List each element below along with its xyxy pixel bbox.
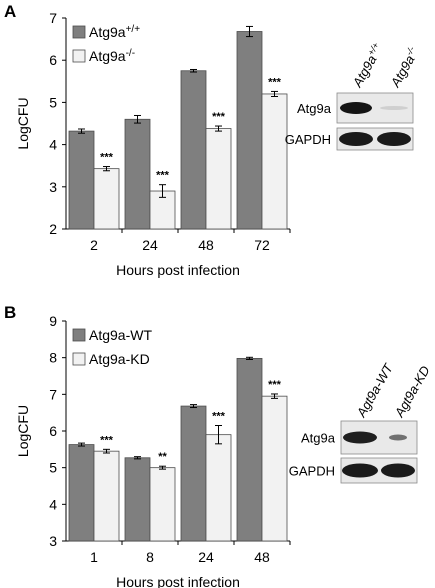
bar-series-1: [180, 70, 207, 230]
blot-row-label: Atg9a: [301, 431, 336, 446]
legend-label-series-2-text: Atg9a: [89, 48, 126, 64]
y-tick-label: 3: [49, 179, 57, 195]
legend-label-series-1: Atg9a-WT: [89, 327, 152, 343]
y-tick-label: 4: [49, 137, 57, 153]
blot-lane-label: Agt9a-WT: [353, 360, 396, 420]
legend-label-series-2-text: Atg9a-KD: [89, 351, 150, 367]
bar-series-1: [236, 357, 263, 542]
significance-annotation: ***: [156, 170, 170, 182]
blot-band: [343, 431, 377, 444]
y-tick-label: 6: [49, 423, 57, 439]
blot-row-label: GAPDH: [285, 132, 331, 147]
y-tick-label: 5: [49, 460, 57, 476]
y-tick-label: 6: [49, 52, 57, 68]
legend-label-series-2: Atg9a-/-: [89, 48, 135, 65]
significance-annotation: ***: [212, 111, 226, 123]
legend-label-series-1-text: Atg9a: [89, 24, 126, 40]
significance-annotation: ***: [268, 76, 282, 88]
blot-band: [340, 102, 372, 114]
x-tick-label: 48: [254, 549, 270, 565]
significance-annotation: ***: [268, 379, 282, 391]
y-tick-label: 7: [49, 10, 57, 26]
legend-label-series-2: Atg9a-KD: [89, 351, 150, 367]
y-axis-title: LogCFU: [15, 405, 31, 457]
bar-series-2: [205, 434, 232, 542]
legend-label-series-1-text: Atg9a-WT: [89, 327, 152, 343]
bar-series-2: [93, 450, 120, 542]
x-tick-label: 24: [198, 549, 214, 565]
bar-series-2: [93, 168, 120, 230]
blot-band: [389, 434, 407, 441]
blot-lane-label-text: Atg9a: [349, 53, 379, 91]
blot-lane-label: Atg9a+/+: [348, 41, 386, 91]
panel-a-letter: A: [4, 2, 17, 21]
bar-series-2: [261, 395, 288, 542]
y-tick-label: 8: [49, 350, 57, 366]
blot-lane-label: Atg9a-/-: [386, 45, 422, 91]
bar-series-1: [68, 444, 95, 542]
legend-swatch: [72, 352, 86, 366]
blot-row-label: Atg9a: [297, 101, 332, 116]
x-tick-label: 8: [146, 549, 154, 565]
y-tick-label: 7: [49, 386, 57, 402]
blot-band: [380, 106, 408, 110]
bar-series-2: [205, 128, 232, 230]
chart-panel-b: 3 4 5 6 7 8 9 1 *** 8 ** 24 *** 48 *** Hours post infec…: [15, 313, 291, 588]
bar-series-2: [261, 93, 288, 230]
blot-band: [342, 463, 378, 478]
bar-series-1: [180, 405, 207, 542]
y-tick-label: 4: [49, 496, 57, 512]
legend-swatch: [72, 49, 86, 63]
bar-series-1: [68, 130, 95, 230]
bar-series-1: [124, 457, 151, 542]
blot-lane-label-text: Agt9a-WT: [353, 360, 396, 420]
blot-band: [377, 132, 411, 146]
y-tick-label: 3: [49, 533, 57, 549]
blot-band: [339, 132, 373, 146]
y-axis-title: LogCFU: [15, 97, 31, 149]
bar-series-1: [236, 31, 263, 230]
panel-b-letter: B: [4, 303, 17, 322]
blot-lane-label-text: Atg9a: [387, 53, 417, 91]
significance-annotation: ***: [212, 411, 226, 423]
legend-label-series-1-sup: +/+: [126, 24, 141, 35]
y-tick-label: 9: [49, 313, 57, 329]
blot-lane-label-text: Agt9a-KD: [391, 363, 433, 420]
x-tick-label: 72: [254, 237, 270, 253]
x-tick-label: 2: [90, 237, 98, 253]
x-axis-title: Hours post infection: [116, 262, 240, 278]
blot-lane-label: Agt9a-KD: [391, 363, 433, 420]
y-tick-label: 2: [49, 221, 57, 237]
bar-series-2: [149, 467, 176, 542]
legend-label-series-2-sup: -/-: [126, 48, 135, 59]
x-tick-label: 48: [198, 237, 214, 253]
blot-band: [381, 463, 415, 478]
x-tick-label: 1: [90, 549, 98, 565]
blot-row-label: GAPDH: [289, 464, 335, 479]
significance-annotation: ***: [100, 152, 114, 164]
legend-label-series-1: Atg9a+/+: [89, 24, 140, 41]
significance-annotation: **: [158, 451, 167, 463]
y-tick-label: 5: [49, 94, 57, 110]
x-tick-label: 24: [142, 237, 158, 253]
x-axis-title: Hours post infection: [116, 574, 240, 588]
legend-swatch: [72, 328, 86, 342]
bar-series-1: [124, 118, 151, 230]
legend-swatch: [72, 25, 86, 39]
significance-annotation: ***: [100, 434, 114, 446]
